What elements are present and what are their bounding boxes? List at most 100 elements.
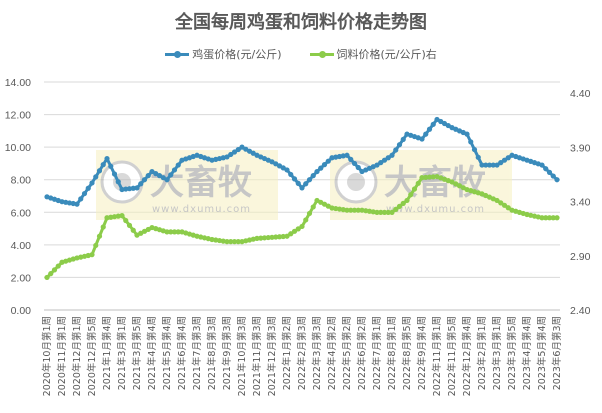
x-axis-label: 2021年8月第3周	[206, 316, 218, 390]
data-point-marker	[96, 168, 103, 174]
data-point-marker	[475, 154, 481, 160]
data-point-marker	[483, 162, 489, 168]
data-point-marker	[490, 162, 496, 168]
data-point-marker	[419, 136, 425, 142]
data-point-marker	[265, 234, 271, 241]
data-point-marker	[224, 239, 230, 245]
data-point-marker	[321, 162, 328, 168]
legend-item-feed[interactable]: 饲料价格(元/公斤)右	[309, 46, 437, 62]
data-point-marker	[351, 160, 358, 167]
data-point-marker	[501, 202, 508, 208]
data-point-marker	[164, 177, 170, 183]
data-point-marker	[554, 215, 560, 221]
x-axis-label: 2022年12月第4周	[461, 316, 473, 396]
data-point-marker	[295, 180, 301, 186]
data-point-marker	[389, 152, 395, 158]
x-axis-label: 2021年10月第3周	[236, 316, 248, 396]
data-point-marker	[408, 192, 414, 198]
x-axis-label: 2020年11月第1周	[56, 316, 68, 396]
data-point-marker	[378, 209, 384, 215]
data-point-marker	[505, 205, 511, 211]
data-point-marker	[291, 176, 298, 182]
data-point-marker	[145, 173, 151, 179]
data-point-marker	[299, 185, 305, 191]
data-point-marker	[108, 163, 114, 169]
y-axis-left-tick: 10.00	[5, 142, 31, 154]
data-point-marker	[231, 239, 238, 245]
x-axis-label: 2023年3月第5周	[506, 316, 518, 390]
svg-text:www.dxumu.com: www.dxumu.com	[152, 204, 251, 215]
x-axis-label: 2022年4月第2周	[326, 316, 338, 390]
data-point-marker	[273, 234, 279, 240]
x-axis-label: 2022年6月第2周	[356, 316, 368, 390]
data-point-marker	[96, 233, 103, 239]
data-point-marker	[385, 155, 391, 161]
data-point-marker	[134, 185, 140, 191]
data-point-marker	[141, 177, 148, 183]
data-point-marker	[269, 234, 275, 240]
data-point-marker	[471, 146, 478, 153]
x-axis-label: 2020年12月第5周	[86, 316, 98, 396]
data-point-marker	[258, 235, 264, 241]
data-point-marker	[295, 226, 301, 232]
data-point-marker	[546, 215, 553, 221]
data-point-marker	[374, 209, 380, 215]
data-point-marker	[479, 162, 485, 168]
x-axis-label: 2022年8月第5周	[401, 316, 413, 390]
x-axis-label: 2022年3月第3周	[311, 316, 323, 390]
data-point-marker	[44, 274, 50, 281]
data-point-marker	[348, 156, 354, 162]
legend: 鸡蛋价格(元/公斤) 饲料价格(元/公斤)右	[0, 46, 602, 62]
y-axis-left-tick: 14.00	[5, 77, 31, 89]
data-point-marker	[393, 206, 399, 212]
legend-item-egg[interactable]: 鸡蛋价格(元/公斤)	[165, 46, 282, 62]
data-point-marker	[400, 136, 406, 143]
x-axis-label: 2021年1月第4周	[101, 316, 113, 390]
data-point-marker	[310, 204, 316, 210]
x-axis-label: 2021年5月第4周	[161, 316, 173, 390]
data-point-marker	[543, 215, 549, 221]
x-axis-label: 2021年3月第5周	[131, 316, 143, 390]
x-axis-label: 2020年10月第1周	[41, 316, 53, 396]
x-axis-label: 2021年6月第4周	[176, 316, 188, 390]
data-point-marker	[423, 131, 429, 137]
legend-label-feed: 饲料价格(元/公斤)右	[336, 48, 437, 61]
data-point-marker	[168, 229, 174, 235]
data-point-marker	[554, 177, 560, 183]
data-point-marker	[115, 179, 121, 185]
y-axis-left-tick: 12.00	[5, 110, 31, 122]
data-point-marker	[404, 197, 410, 204]
x-axis-label: 2021年3月第1周	[116, 316, 128, 390]
data-point-marker	[374, 162, 380, 168]
data-point-marker	[100, 224, 106, 230]
x-axis-label: 2023年6月第3周	[551, 316, 563, 390]
data-point-marker	[130, 185, 136, 191]
x-axis-label: 2023年2月第1周	[476, 316, 488, 390]
data-point-marker	[276, 234, 283, 240]
data-point-marker	[351, 207, 358, 213]
data-point-marker	[381, 209, 388, 215]
data-point-marker	[126, 186, 133, 192]
x-axis-label: 2022年9月第4周	[416, 316, 428, 390]
data-point-marker	[348, 207, 354, 213]
data-point-marker	[89, 180, 95, 186]
data-point-marker	[104, 155, 110, 162]
data-point-marker	[299, 223, 305, 230]
y-axis-right-tick: 2.90	[570, 251, 591, 263]
x-axis-label: 2022年11月第1周	[431, 316, 443, 396]
x-axis-label: 2022年2月第3周	[296, 316, 308, 390]
data-point-marker	[396, 142, 403, 148]
data-point-marker	[430, 121, 436, 127]
data-point-marker	[175, 162, 181, 168]
data-point-marker	[254, 235, 260, 241]
data-point-marker	[501, 157, 508, 163]
data-point-marker	[288, 171, 294, 178]
y-axis-right-tick: 3.40	[570, 197, 591, 209]
data-point-marker	[318, 165, 324, 171]
data-point-marker	[550, 173, 556, 179]
data-point-marker	[168, 172, 174, 178]
data-point-marker	[468, 139, 474, 145]
data-point-marker	[430, 174, 436, 180]
data-point-marker	[464, 131, 470, 137]
